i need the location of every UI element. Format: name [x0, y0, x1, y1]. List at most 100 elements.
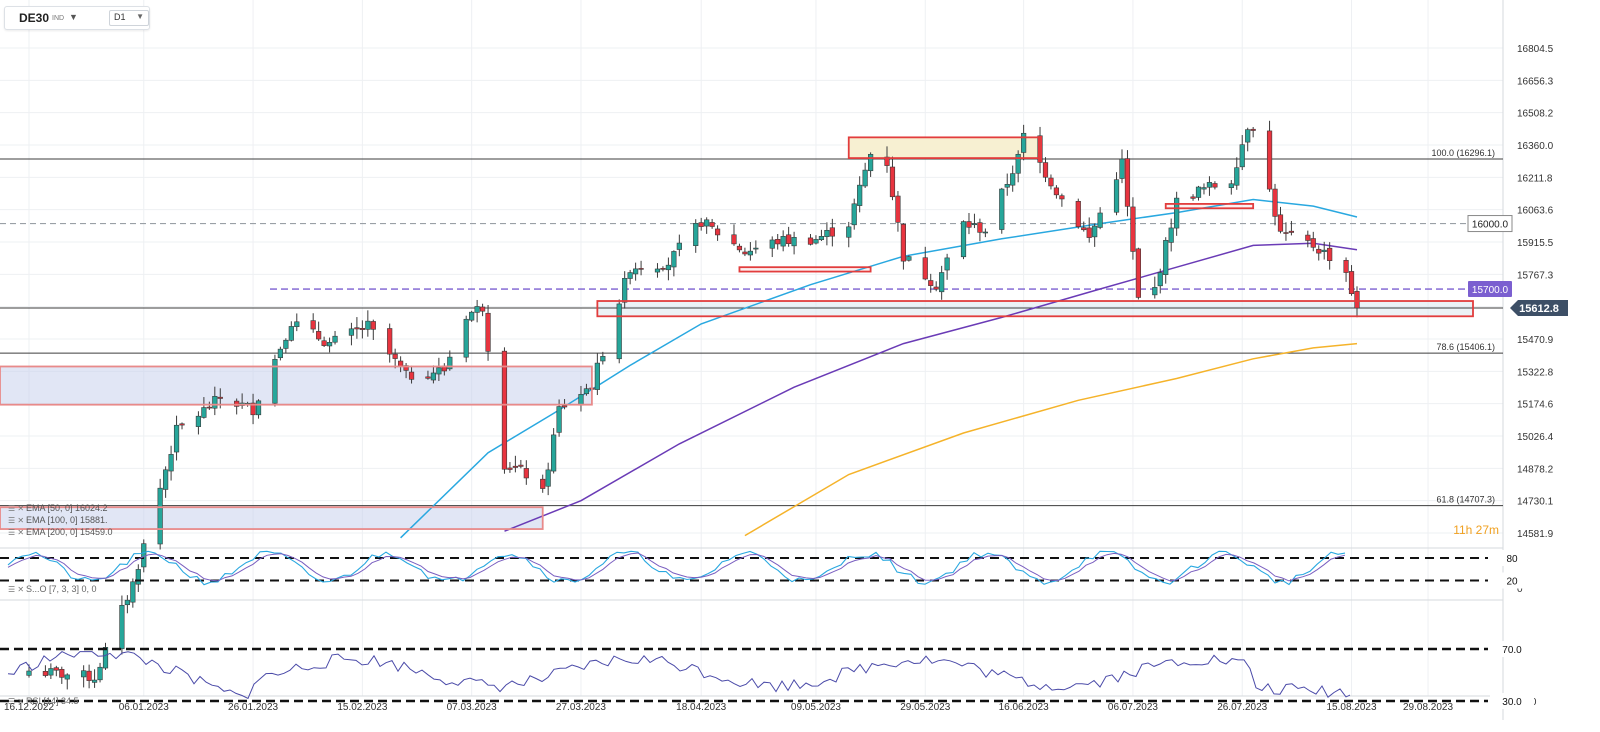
candle[interactable]: [583, 383, 590, 396]
rsi-panel[interactable]: 30.0 ☰ ✕ RSI [14] 34.5: [0, 647, 1537, 708]
candle-body[interactable]: [851, 203, 857, 226]
candle-body[interactable]: [622, 277, 628, 303]
candle[interactable]: [1119, 149, 1125, 184]
candle-body[interactable]: [64, 674, 70, 680]
candle-body[interactable]: [348, 328, 355, 336]
candle-body[interactable]: [1228, 183, 1234, 189]
candle[interactable]: [310, 313, 316, 333]
candle-body[interactable]: [447, 356, 453, 370]
candle-body[interactable]: [102, 647, 109, 669]
candle[interactable]: [862, 162, 868, 188]
candle-body[interactable]: [370, 321, 376, 330]
candle-body[interactable]: [578, 394, 584, 406]
candle-body[interactable]: [1277, 214, 1284, 232]
candle[interactable]: [829, 218, 835, 247]
candle[interactable]: [1152, 276, 1158, 299]
candle[interactable]: [540, 474, 546, 493]
candle[interactable]: [119, 595, 125, 655]
candle[interactable]: [939, 265, 945, 300]
candle-body[interactable]: [212, 396, 218, 409]
candle[interactable]: [168, 445, 174, 481]
candle-body[interactable]: [900, 224, 906, 262]
candle-body[interactable]: [1004, 184, 1010, 188]
candle[interactable]: [179, 422, 185, 430]
candle[interactable]: [999, 187, 1005, 234]
candle[interactable]: [201, 397, 207, 419]
candle[interactable]: [130, 578, 136, 608]
candle-body[interactable]: [731, 234, 737, 245]
candle-body[interactable]: [1163, 240, 1169, 276]
candle[interactable]: [1272, 183, 1278, 226]
candle-body[interactable]: [255, 400, 262, 416]
candle[interactable]: [671, 250, 677, 277]
candle[interactable]: [977, 218, 983, 242]
candle-body[interactable]: [939, 272, 945, 293]
candle[interactable]: [660, 266, 666, 272]
candle-body[interactable]: [130, 581, 136, 603]
candle-body[interactable]: [862, 169, 868, 187]
candle[interactable]: [1097, 207, 1103, 230]
candle-body[interactable]: [272, 358, 278, 404]
candle-body[interactable]: [124, 599, 130, 606]
candle-body[interactable]: [868, 154, 874, 172]
candle-body[interactable]: [436, 367, 442, 375]
candle-body[interactable]: [709, 222, 715, 227]
candle-body[interactable]: [1316, 248, 1322, 254]
candle[interactable]: [889, 156, 896, 201]
candle[interactable]: [1201, 183, 1207, 195]
candle-body[interactable]: [698, 222, 704, 227]
candle[interactable]: [507, 462, 513, 473]
candle[interactable]: [1190, 194, 1196, 201]
candle-body[interactable]: [321, 340, 327, 346]
candle[interactable]: [633, 262, 639, 281]
candle[interactable]: [786, 226, 792, 247]
candle-body[interactable]: [206, 406, 212, 409]
candle[interactable]: [960, 220, 967, 260]
candle-body[interactable]: [671, 251, 677, 268]
candle-body[interactable]: [638, 268, 644, 270]
candle-body[interactable]: [704, 219, 710, 227]
candle-body[interactable]: [179, 423, 185, 426]
candle[interactable]: [884, 146, 890, 173]
candle-body[interactable]: [168, 454, 174, 472]
symbol-selector[interactable]: DE30 IND ▼ D1 ▼: [4, 6, 150, 30]
candle-body[interactable]: [392, 353, 398, 359]
candle-body[interactable]: [1201, 187, 1207, 190]
candle[interactable]: [485, 305, 491, 361]
candle[interactable]: [86, 664, 92, 689]
candle-body[interactable]: [824, 230, 830, 238]
candle-body[interactable]: [1015, 154, 1021, 174]
candle[interactable]: [173, 415, 180, 461]
candle[interactable]: [1053, 185, 1060, 199]
candle[interactable]: [97, 662, 103, 683]
candle-body[interactable]: [217, 396, 223, 399]
candle[interactable]: [1075, 198, 1081, 229]
candle-body[interactable]: [195, 415, 202, 427]
candle[interactable]: [594, 353, 600, 396]
candle[interactable]: [556, 399, 562, 437]
candle[interactable]: [332, 330, 338, 345]
candle-body[interactable]: [960, 221, 967, 258]
candle[interactable]: [709, 218, 715, 229]
candle-body[interactable]: [316, 331, 322, 340]
candle-body[interactable]: [141, 543, 147, 568]
candle-body[interactable]: [906, 256, 912, 261]
candle-body[interactable]: [91, 679, 98, 683]
candle-body[interactable]: [1354, 291, 1360, 309]
candle[interactable]: [654, 263, 661, 278]
candle[interactable]: [1168, 218, 1174, 252]
candle[interactable]: [807, 234, 814, 246]
candle-body[interactable]: [807, 237, 814, 245]
candle[interactable]: [1124, 150, 1131, 217]
candle[interactable]: [1239, 135, 1245, 171]
timeframe-select[interactable]: D1 ▼: [109, 10, 149, 26]
candle-body[interactable]: [485, 312, 491, 352]
candle[interactable]: [851, 198, 857, 230]
candle[interactable]: [1206, 176, 1213, 196]
candle[interactable]: [321, 336, 327, 348]
candle[interactable]: [1092, 223, 1098, 247]
candle-body[interactable]: [288, 326, 294, 341]
candle-body[interactable]: [627, 272, 633, 279]
candle-body[interactable]: [1097, 212, 1103, 228]
